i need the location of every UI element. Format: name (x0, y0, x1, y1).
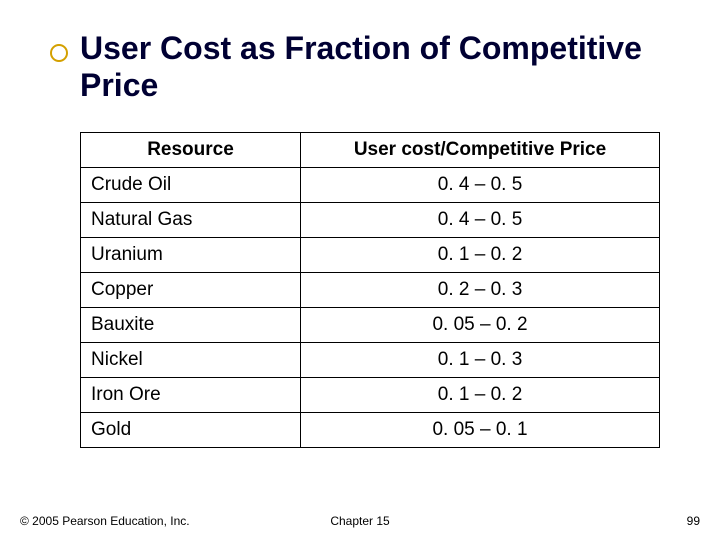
cell-resource: Crude Oil (81, 167, 301, 202)
cell-value: 0. 4 – 0. 5 (301, 167, 660, 202)
table-row: Nickel 0. 1 – 0. 3 (81, 342, 660, 377)
cell-value: 0. 2 – 0. 3 (301, 272, 660, 307)
cell-resource: Copper (81, 272, 301, 307)
cell-resource: Nickel (81, 342, 301, 377)
table-row: Iron Ore 0. 1 – 0. 2 (81, 377, 660, 412)
title-bullet-icon (48, 42, 70, 64)
table-row: Gold 0. 05 – 0. 1 (81, 412, 660, 447)
cell-resource: Iron Ore (81, 377, 301, 412)
col-header-value: User cost/Competitive Price (301, 132, 660, 167)
chapter-text: Chapter 15 (0, 514, 720, 528)
table-row: Bauxite 0. 05 – 0. 2 (81, 307, 660, 342)
cell-resource: Uranium (81, 237, 301, 272)
cell-value: 0. 1 – 0. 3 (301, 342, 660, 377)
resource-table: Resource User cost/Competitive Price Cru… (80, 132, 660, 448)
cell-resource: Gold (81, 412, 301, 447)
table-row: Crude Oil 0. 4 – 0. 5 (81, 167, 660, 202)
slide-title: User Cost as Fraction of Competitive Pri… (80, 30, 660, 104)
cell-value: 0. 05 – 0. 2 (301, 307, 660, 342)
table-row: Uranium 0. 1 – 0. 2 (81, 237, 660, 272)
cell-value: 0. 1 – 0. 2 (301, 237, 660, 272)
cell-resource: Bauxite (81, 307, 301, 342)
cell-value: 0. 4 – 0. 5 (301, 202, 660, 237)
table-header-row: Resource User cost/Competitive Price (81, 132, 660, 167)
table-row: Copper 0. 2 – 0. 3 (81, 272, 660, 307)
col-header-resource: Resource (81, 132, 301, 167)
cell-resource: Natural Gas (81, 202, 301, 237)
page-number: 99 (687, 514, 700, 528)
cell-value: 0. 05 – 0. 1 (301, 412, 660, 447)
cell-value: 0. 1 – 0. 2 (301, 377, 660, 412)
slide: User Cost as Fraction of Competitive Pri… (0, 0, 720, 540)
table-row: Natural Gas 0. 4 – 0. 5 (81, 202, 660, 237)
